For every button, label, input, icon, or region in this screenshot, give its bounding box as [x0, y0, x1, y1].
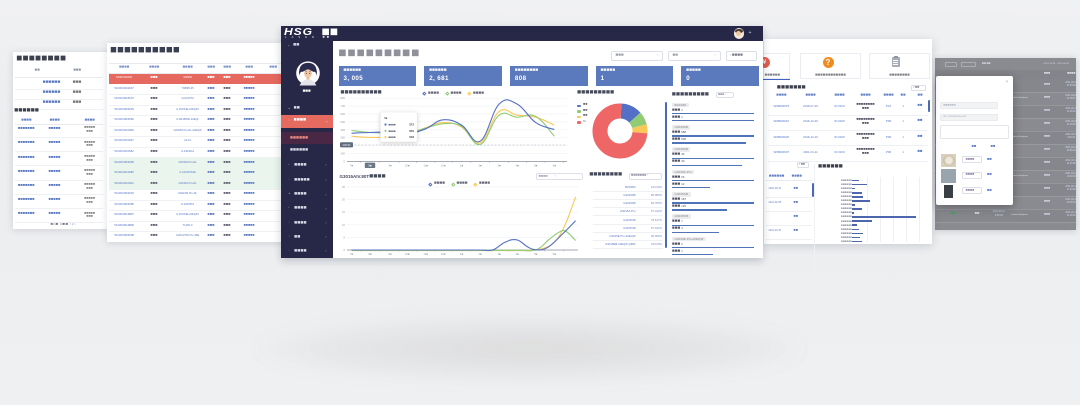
svg-text:3■: 3■: [497, 252, 501, 256]
svg-text:1■: 1■: [460, 252, 464, 256]
svg-text:5: 5: [343, 235, 345, 239]
svg-text:25: 25: [342, 185, 346, 189]
svg-text:■■■■: ■■■■: [389, 122, 396, 126]
svg-text:800: 800: [340, 96, 345, 100]
svg-text:10■: 10■: [405, 252, 410, 256]
svg-text:4■: 4■: [516, 252, 520, 256]
svg-text:6■: 6■: [553, 164, 557, 168]
svg-text:372: 372: [409, 122, 414, 126]
svg-text:400: 400: [340, 128, 345, 132]
svg-text:■■■■: ■■■■: [389, 135, 396, 139]
svg-text:8■: 8■: [368, 164, 372, 168]
svg-text:700: 700: [340, 104, 345, 108]
svg-text:12■: 12■: [441, 164, 446, 168]
svg-text:■■■■: ■■■■: [389, 129, 396, 133]
svg-text:7■: 7■: [350, 164, 354, 168]
svg-text:5■: 5■: [534, 252, 538, 256]
svg-text:500: 500: [340, 120, 345, 124]
svg-text:7■: 7■: [350, 252, 354, 256]
svg-text:2■: 2■: [478, 164, 482, 168]
svg-text:4■: 4■: [516, 164, 520, 168]
svg-text:20: 20: [342, 197, 346, 201]
svg-text:11■: 11■: [423, 164, 428, 168]
svg-text:10■: 10■: [405, 164, 410, 168]
svg-text:10: 10: [342, 223, 346, 227]
svg-text:9■: 9■: [388, 252, 392, 256]
svg-text:6■: 6■: [553, 252, 557, 256]
svg-text:8■: 8■: [384, 116, 388, 120]
svg-text:0: 0: [343, 248, 345, 252]
svg-text:359: 359: [409, 129, 414, 133]
svg-text:300: 300: [340, 136, 345, 140]
svg-text:0: 0: [343, 159, 345, 163]
svg-text:11■: 11■: [423, 252, 428, 256]
svg-text:3■: 3■: [497, 164, 501, 168]
svg-text:100: 100: [340, 151, 345, 155]
svg-text:15: 15: [342, 210, 346, 214]
svg-text:203.52: 203.52: [343, 143, 351, 147]
svg-text:5■: 5■: [534, 164, 538, 168]
svg-text:12■: 12■: [441, 252, 446, 256]
svg-text:1■: 1■: [460, 164, 464, 168]
svg-text:8■: 8■: [368, 252, 372, 256]
svg-text:600: 600: [340, 112, 345, 116]
svg-text:9■: 9■: [388, 164, 392, 168]
svg-text:2■: 2■: [478, 252, 482, 256]
svg-text:318: 318: [409, 135, 414, 139]
